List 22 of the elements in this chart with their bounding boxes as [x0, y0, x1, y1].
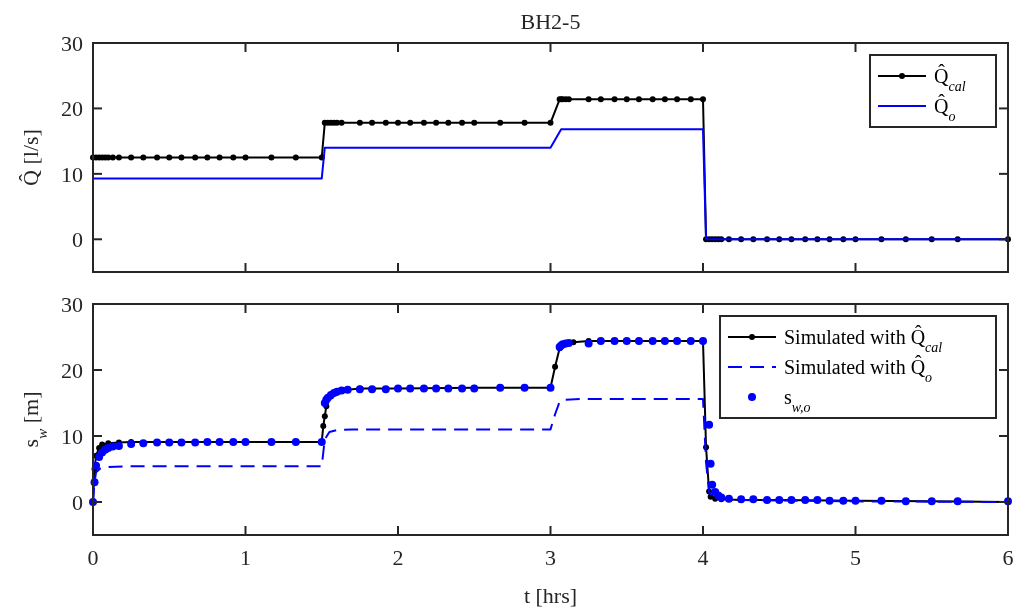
x-tick-label: 4: [697, 545, 709, 570]
x-tick-label: 1: [240, 545, 251, 570]
y-tick-label: 30: [61, 292, 83, 317]
legend-label: Q̂$_{o}$: [934, 93, 956, 124]
x-tick-label: 2: [392, 545, 404, 570]
y-tick-label: 10: [61, 161, 83, 187]
y-tick-label: 20: [61, 358, 83, 383]
legend-label: Q̂$_{cal}$: [934, 63, 966, 94]
legend-label: s$_{w,o}$: [784, 386, 811, 415]
y-axis-title: Q̂ [l/s]: [18, 129, 43, 186]
y-tick-label: 20: [61, 96, 83, 122]
chart-title: BH2-5: [520, 9, 581, 34]
y-tick-label: 30: [61, 31, 83, 56]
legend-label: Simulated with Q̂$_{o}$: [784, 354, 933, 385]
y-tick-label: 0: [72, 227, 83, 253]
y-tick-label: 0: [72, 490, 83, 515]
x-tick-label: 6: [1002, 545, 1014, 570]
x-tick-label: 5: [850, 545, 861, 570]
y-tick-label: 10: [61, 424, 83, 449]
x-tick-label: 3: [545, 545, 556, 570]
legend-label: Simulated with Q̂$_{cal}$: [784, 324, 943, 355]
x-axis-title: t [hrs]: [523, 583, 578, 608]
